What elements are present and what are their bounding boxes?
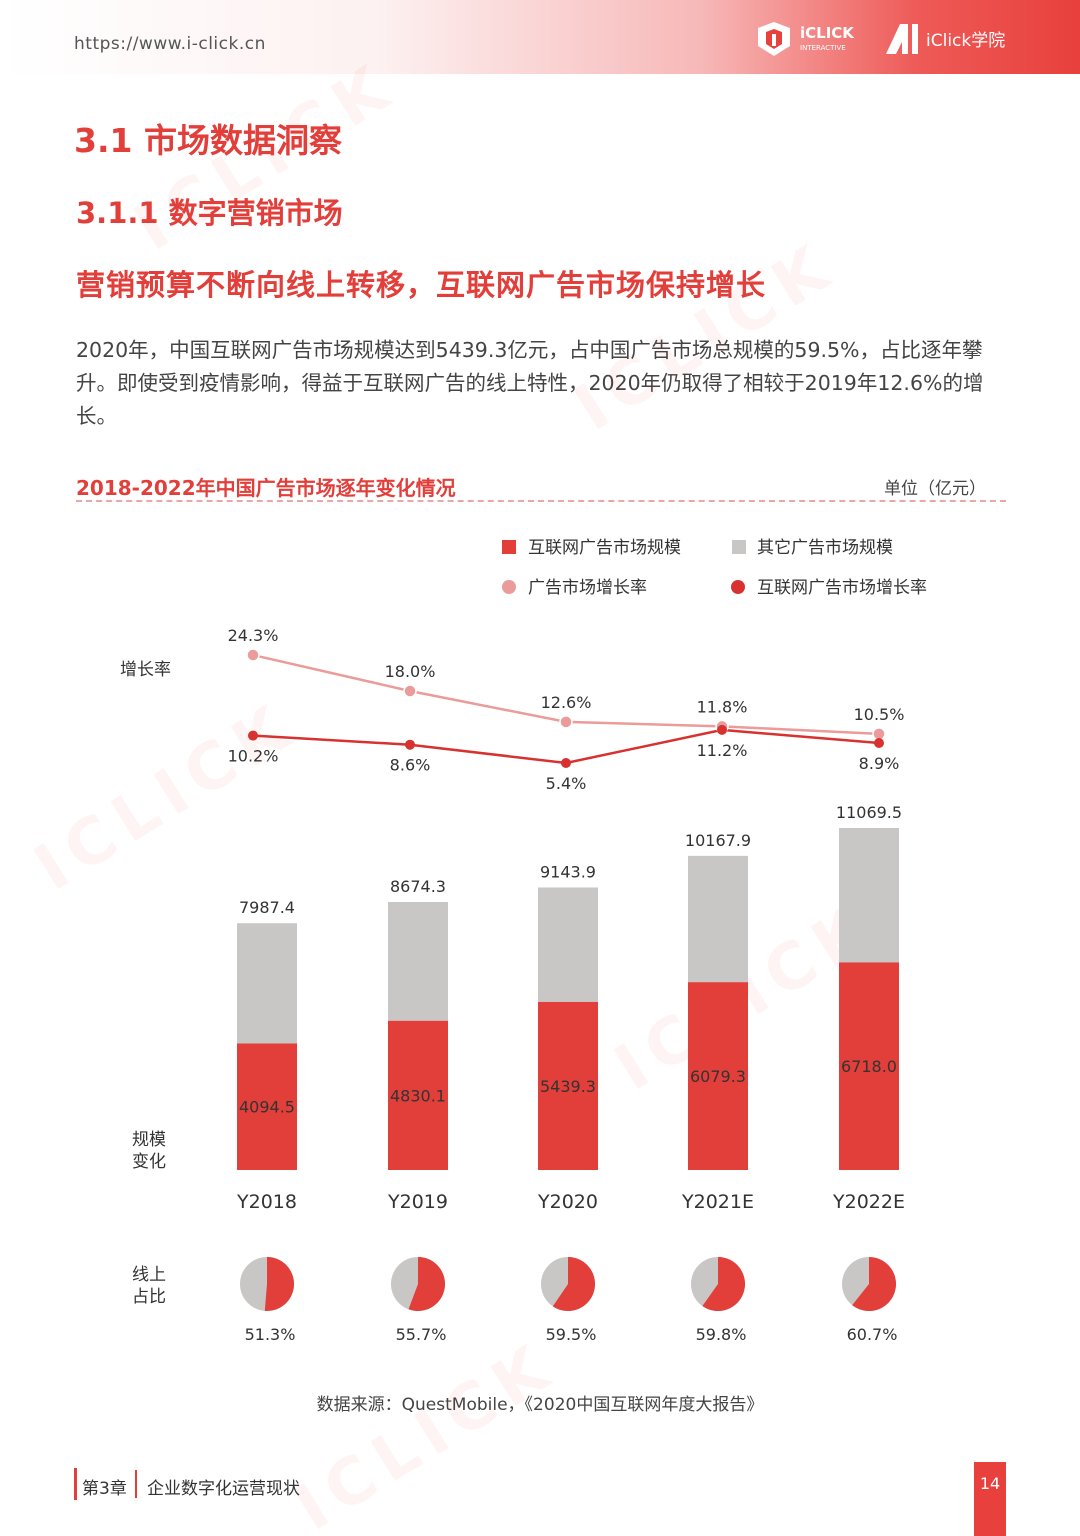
online-share-pie-slice	[852, 1257, 897, 1312]
internet-growth-value-label: 11.2%	[697, 741, 748, 760]
logo1-name: iCLICK	[800, 24, 855, 42]
internet-value-label: 4094.5	[239, 1098, 295, 1117]
footer-accent-bar	[74, 1468, 77, 1500]
legend-internet-size-swatch	[502, 540, 516, 554]
internet-growth-point	[717, 724, 727, 735]
legend-internet-growth-marker	[731, 580, 745, 594]
logo1-sub: INTERACTIVE	[800, 44, 846, 52]
ad-growth-value-label: 18.0%	[385, 662, 436, 681]
total-value-label: 7987.4	[239, 898, 295, 917]
online-share-label: 60.7%	[847, 1325, 898, 1344]
ad-growth-value-label: 24.3%	[228, 626, 279, 645]
other-size-bar	[688, 855, 748, 983]
footer-chapter: 第3章	[82, 1479, 127, 1499]
other-size-bar	[237, 923, 297, 1044]
online-share-label: 59.8%	[696, 1325, 747, 1344]
chart-unit: 单位（亿元）	[884, 479, 986, 499]
page-number-box	[974, 1462, 1006, 1536]
online-share-pie-slice	[264, 1257, 295, 1311]
category-label: Y2018	[236, 1191, 297, 1213]
row-label-size-line1: 规模	[132, 1130, 166, 1150]
total-value-label: 11069.5	[836, 803, 902, 822]
legend-internet-size-label: 互联网广告市场规模	[528, 538, 681, 558]
iclick-logo: iCLICK INTERACTIVE	[758, 22, 855, 56]
other-size-bar	[538, 887, 598, 1002]
ad-growth-value-label: 12.6%	[541, 693, 592, 712]
online-share-label: 51.3%	[245, 1325, 296, 1344]
category-label: Y2019	[387, 1191, 448, 1213]
iclick-academy-logo: iClick学院	[886, 24, 1005, 54]
internet-growth-point	[561, 758, 571, 768]
row-label-share-line2: 占比	[132, 1287, 166, 1307]
online-share-pie-slice	[552, 1257, 595, 1311]
internet-size-bar	[839, 962, 899, 1170]
ad-growth-value-label: 10.5%	[854, 705, 905, 724]
internet-growth-point	[248, 730, 258, 741]
ad-growth-point	[559, 715, 573, 729]
total-value-label: 9143.9	[540, 862, 596, 881]
ad-growth-value-label: 11.8%	[697, 697, 748, 716]
chart-title: 2018-2022年中国广告市场逐年变化情况	[76, 476, 456, 500]
row-label-growth: 增长率	[120, 660, 171, 680]
total-value-label: 8674.3	[390, 877, 446, 896]
data-source: 数据来源：QuestMobile，《2020中国互联网年度大报告》	[316, 1395, 764, 1415]
other-size-bar	[839, 828, 899, 963]
internet-value-label: 6079.3	[690, 1067, 746, 1086]
ad-growth-point	[246, 648, 260, 662]
legend-other-size-swatch	[732, 540, 746, 554]
page-header: https://www.i-click.cn iCLICK INTERACTIV…	[0, 0, 1080, 74]
internet-growth-value-label: 5.4%	[546, 774, 587, 793]
internet-growth-value-label: 8.9%	[859, 754, 900, 773]
body-paragraph: 2020年，中国互联网广告市场规模达到5439.3亿元，占中国广告市场总规模的5…	[76, 338, 984, 428]
header-url[interactable]: https://www.i-click.cn	[74, 34, 266, 54]
online-share-pie-slice	[702, 1257, 746, 1311]
online-share-pie-slice	[408, 1257, 445, 1311]
section-heading: 3.1 市场数据洞察	[74, 121, 342, 160]
category-label: Y2021E	[681, 1191, 754, 1213]
internet-value-label: 5439.3	[540, 1077, 596, 1096]
ad-growth-point	[403, 684, 417, 698]
chart-title-divider	[76, 500, 1006, 502]
internet-size-bar	[237, 1043, 297, 1170]
internet-growth-point	[405, 739, 415, 750]
internet-growth-value-label: 10.2%	[228, 747, 279, 766]
online-share-label: 55.7%	[396, 1325, 447, 1344]
internet-growth-point	[874, 738, 884, 748]
page-number: 14	[979, 1474, 1001, 1493]
category-label: Y2020	[537, 1191, 598, 1213]
subsection-heading: 3.1.1 数字营销市场	[76, 196, 343, 230]
legend-ad-growth-label: 广告市场增长率	[528, 578, 647, 598]
footer-chapter-name: 企业数字化运营现状	[147, 1479, 300, 1499]
internet-value-label: 4830.1	[390, 1086, 446, 1105]
online-share-label: 59.5%	[546, 1325, 597, 1344]
logo2-name: iClick学院	[926, 31, 1005, 51]
other-size-bar	[388, 902, 448, 1021]
row-label-share-line1: 线上	[132, 1265, 166, 1285]
legend-internet-growth-label: 互联网广告市场增长率	[757, 578, 927, 598]
category-label: Y2022E	[832, 1191, 905, 1213]
legend-other-size-label: 其它广告市场规模	[757, 538, 893, 558]
row-label-size-line2: 变化	[132, 1152, 166, 1172]
internet-size-bar	[538, 1001, 598, 1170]
topic-heading: 营销预算不断向线上转移，互联网广告市场保持增长	[76, 268, 767, 302]
total-value-label: 10167.9	[685, 831, 751, 850]
internet-value-label: 6718.0	[841, 1057, 897, 1076]
internet-size-bar	[688, 982, 748, 1170]
footer-divider	[135, 1470, 137, 1498]
legend-ad-growth-marker	[502, 580, 516, 594]
internet-growth-value-label: 8.6%	[390, 756, 431, 775]
internet-size-bar	[388, 1020, 448, 1170]
